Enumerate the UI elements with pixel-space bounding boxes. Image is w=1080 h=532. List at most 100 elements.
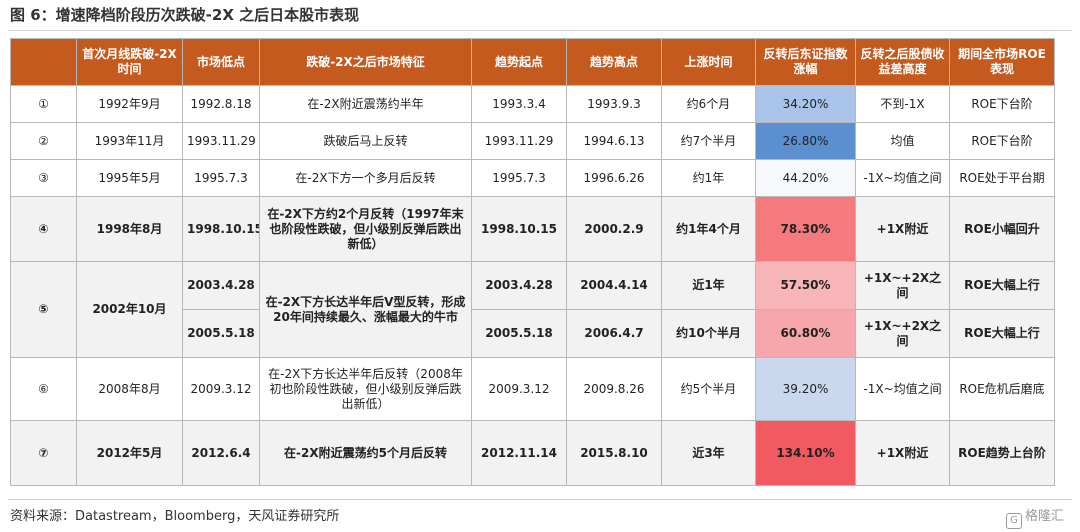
gain-cell: 78.30% <box>755 196 856 262</box>
table-row: ⑥ 2008年8月 2009.3.12 在-2X下方长达半年后反转（2008年初… <box>10 357 1055 421</box>
market-low-cell: 1992.8.18 <box>182 85 260 123</box>
row-index: ① <box>10 85 77 123</box>
header-market-low: 市场低点 <box>182 38 260 86</box>
row-index: ③ <box>10 159 77 197</box>
first-break-cell: 2002年10月 <box>76 261 183 358</box>
spread-cell: 不到-1X <box>855 85 950 123</box>
table-row: ③ 1995年5月 1995.7.3 在-2X下方一个多月后反转 1995.7.… <box>10 159 1055 197</box>
row-index: ⑥ <box>10 357 77 421</box>
table-row: ① 1992年9月 1992.8.18 在-2X附近震荡约半年 1993.3.4… <box>10 85 1055 123</box>
duration-cell: 约1年 <box>661 159 756 197</box>
trend-start-cell: 2012.11.14 <box>471 420 567 486</box>
trend-peak-cell: 2004.4.14 <box>566 261 662 310</box>
trend-start-cell: 1993.3.4 <box>471 85 567 123</box>
market-low-cell: 1995.7.3 <box>182 159 260 197</box>
trend-peak-cell: 2015.8.10 <box>566 420 662 486</box>
header-gain: 反转后东证指数涨幅 <box>755 38 856 86</box>
table-row: 2005.5.18 2005.5.18 2006.4.7 约10个半月 60.8… <box>11 309 1055 358</box>
market-low-cell: 2009.3.12 <box>182 357 260 421</box>
row-index: ⑤ <box>10 261 77 358</box>
feature-cell: 在-2X下方一个多月后反转 <box>259 159 472 197</box>
duration-cell: 约10个半月 <box>661 309 756 358</box>
duration-cell: 近3年 <box>661 420 756 486</box>
header-row: 首次月线跌破-2X时间 市场低点 跌破-2X之后市场特征 趋势起点 趋势高点 上… <box>10 38 1055 86</box>
table-row: ② 1993年11月 1993.11.29 跌破后马上反转 1993.11.29… <box>10 122 1055 160</box>
feature-cell: 在-2X下方长达半年后反转（2008年初也阶段性跌破，但小级别反弹后跌出新低） <box>259 357 472 421</box>
feature-cell: 在-2X附近震荡约5个月后反转 <box>259 420 472 486</box>
trend-peak-cell: 1993.9.3 <box>566 85 662 123</box>
trend-peak-cell: 2009.8.26 <box>566 357 662 421</box>
trend-start-cell: 2003.4.28 <box>471 261 567 310</box>
header-feature: 跌破-2X之后市场特征 <box>259 38 472 86</box>
header-duration: 上涨时间 <box>661 38 756 86</box>
roe-cell: ROE大幅上行 <box>949 309 1055 358</box>
first-break-cell: 1998年8月 <box>76 196 183 262</box>
source-note: 资料来源：Datastream，Bloomberg，天风证券研究所 <box>10 509 340 524</box>
trend-peak-cell: 1996.6.26 <box>566 159 662 197</box>
header-trend-start: 趋势起点 <box>471 38 567 86</box>
market-table: 首次月线跌破-2X时间 市场低点 跌破-2X之后市场特征 趋势起点 趋势高点 上… <box>10 38 1055 486</box>
first-break-cell: 1995年5月 <box>76 159 183 197</box>
table-row: ④ 1998年8月 1998.10.15 在-2X下方约2个月反转（1997年末… <box>10 196 1055 262</box>
feature-cell: 跌破后马上反转 <box>259 122 472 160</box>
row-index: ② <box>10 122 77 160</box>
row-index: ④ <box>10 196 77 262</box>
roe-cell: ROE危机后磨底 <box>949 357 1055 421</box>
gain-cell: 44.20% <box>755 159 856 197</box>
duration-cell: 约6个月 <box>661 85 756 123</box>
roe-cell: ROE小幅回升 <box>949 196 1055 262</box>
gain-cell: 26.80% <box>755 122 856 160</box>
feature-cell: 在-2X附近震荡约半年 <box>259 85 472 123</box>
source-divider <box>8 499 1072 500</box>
gain-cell: 39.20% <box>755 357 856 421</box>
first-break-cell: 2012年5月 <box>76 420 183 486</box>
spread-cell: 均值 <box>855 122 950 160</box>
header-roe: 期间全市场ROE表现 <box>949 38 1055 86</box>
header-trend-peak: 趋势高点 <box>566 38 662 86</box>
first-break-cell: 1993年11月 <box>76 122 183 160</box>
title-divider <box>8 30 1072 31</box>
roe-cell: ROE大幅上行 <box>949 261 1055 310</box>
roe-cell: ROE下台阶 <box>949 85 1055 123</box>
trend-start-cell: 2009.3.12 <box>471 357 567 421</box>
trend-peak-cell: 1994.6.13 <box>566 122 662 160</box>
gain-cell: 57.50% <box>755 261 856 310</box>
feature-cell: 在-2X下方长达半年后V型反转，形成20年间持续最久、涨幅最大的牛市 <box>259 261 472 358</box>
spread-cell: -1X~均值之间 <box>855 159 950 197</box>
spread-cell: -1X~均值之间 <box>855 357 950 421</box>
row-index: ⑦ <box>10 420 77 486</box>
roe-cell: ROE处于平台期 <box>949 159 1055 197</box>
watermark-text: 格隆汇 <box>1024 509 1064 524</box>
spread-cell: +1X~+2X之间 <box>855 261 950 310</box>
feature-cell: 在-2X下方约2个月反转（1997年末也阶段性跌破，但小级别反弹后跌出新低） <box>259 196 472 262</box>
market-low-cell: 2005.5.18 <box>182 309 260 358</box>
watermark-logo-icon: G <box>1005 513 1022 529</box>
roe-cell: ROE趋势上台阶 <box>949 420 1055 486</box>
watermark: G 格隆汇 <box>1005 505 1064 529</box>
trend-start-cell: 1998.10.15 <box>471 196 567 262</box>
spread-cell: +1X附近 <box>855 196 950 262</box>
spread-cell: +1X~+2X之间 <box>855 309 950 358</box>
figure-title: 图 6：增速降档阶段历次跌破-2X 之后日本股市表现 <box>10 6 360 24</box>
header-first-break: 首次月线跌破-2X时间 <box>76 38 183 86</box>
duration-cell: 约7个半月 <box>661 122 756 160</box>
gain-cell: 60.80% <box>755 309 856 358</box>
header-index <box>10 38 77 86</box>
first-break-cell: 1992年9月 <box>76 85 183 123</box>
spread-cell: +1X附近 <box>855 420 950 486</box>
trend-start-cell: 1995.7.3 <box>471 159 567 197</box>
table-row: ⑤ 2002年10月 2003.4.28 在-2X下方长达半年后V型反转，形成2… <box>10 261 1055 358</box>
duration-cell: 约5个半月 <box>661 357 756 421</box>
market-low-cell: 2012.6.4 <box>182 420 260 486</box>
duration-cell: 近1年 <box>661 261 756 310</box>
market-low-cell: 1993.11.29 <box>182 122 260 160</box>
market-low-cell: 1998.10.15 <box>182 196 260 262</box>
header-spread: 反转之后股债收益差高度 <box>855 38 950 86</box>
trend-start-cell: 2005.5.18 <box>471 309 567 358</box>
trend-peak-cell: 2006.4.7 <box>566 309 662 358</box>
duration-cell: 约1年4个月 <box>661 196 756 262</box>
first-break-cell: 2008年8月 <box>76 357 183 421</box>
trend-start-cell: 1993.11.29 <box>471 122 567 160</box>
gain-cell: 34.20% <box>755 85 856 123</box>
roe-cell: ROE下台阶 <box>949 122 1055 160</box>
